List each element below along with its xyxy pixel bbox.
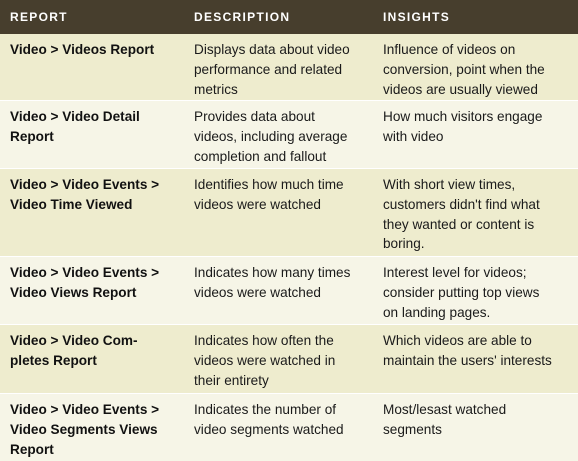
insights-line: Influence of videos on bbox=[383, 42, 516, 57]
description-line: Indicates how often the bbox=[194, 333, 334, 348]
report-line: Video Views Report bbox=[10, 284, 137, 300]
description-cell: Provides data about videos, including av… bbox=[184, 107, 373, 168]
insights-line: they wanted or content is bbox=[383, 216, 535, 232]
header-report: REPORT bbox=[10, 10, 68, 24]
report-line: Video > Videos Report bbox=[10, 42, 155, 57]
description-line: Indicates the number of bbox=[194, 402, 337, 417]
insights-cell: Which videos are able to maintain the us… bbox=[373, 331, 578, 393]
description-line: Displays data about video bbox=[194, 42, 350, 57]
report-line: Video Segments Views bbox=[10, 421, 158, 437]
insights-line: Which videos are able to bbox=[383, 333, 532, 348]
insights-line: conversion, point when the bbox=[383, 61, 545, 77]
insights-line: with video bbox=[383, 128, 444, 144]
insights-cell: Influence of videos on conversion, point… bbox=[373, 40, 578, 100]
description-line: Indicates how many times bbox=[194, 265, 351, 280]
table-row: Video > Video Com- pletes Report Indicat… bbox=[0, 325, 578, 394]
insights-line: maintain the users' interests bbox=[383, 352, 552, 368]
report-line: Video > Video Detail bbox=[10, 109, 140, 124]
report-line: Report bbox=[10, 128, 54, 144]
insights-cell: Most/lesast watched segments bbox=[373, 400, 578, 461]
report-line: Report bbox=[10, 441, 54, 457]
description-cell: Displays data about video performance an… bbox=[184, 40, 373, 100]
description-line: completion and fallout bbox=[194, 148, 327, 164]
description-line: metrics bbox=[194, 81, 238, 97]
report-line: pletes Report bbox=[10, 352, 97, 368]
insights-line: Interest level for videos; bbox=[383, 265, 527, 280]
description-line: videos were watched bbox=[194, 284, 321, 300]
table-header: REPORT DESCRIPTION INSIGHTS bbox=[0, 0, 578, 34]
header-insights: INSIGHTS bbox=[383, 10, 451, 24]
insights-cell: How much visitors engage with video bbox=[373, 107, 578, 168]
table-row: Video > Video Events > Video Segments Vi… bbox=[0, 394, 578, 461]
description-line: video segments watched bbox=[194, 421, 344, 437]
description-cell: Indicates how often the videos were watc… bbox=[184, 331, 373, 393]
insights-cell: With short view times, customers didn't … bbox=[373, 175, 578, 256]
insights-line: segments bbox=[383, 421, 442, 437]
header-description: DESCRIPTION bbox=[194, 10, 291, 24]
report-line: Video > Video Events > bbox=[10, 265, 160, 280]
report-line: Video Time Viewed bbox=[10, 196, 133, 212]
insights-line: consider putting top views bbox=[383, 284, 540, 300]
description-line: Identifies how much time bbox=[194, 177, 344, 192]
description-line: Provides data about bbox=[194, 109, 315, 124]
report-line: Video > Video Com- bbox=[10, 333, 138, 348]
report-cell: Video > Video Events > Video Time Viewed bbox=[0, 175, 184, 256]
report-cell: Video > Videos Report bbox=[0, 40, 184, 100]
table-row: Video > Video Events > Video Views Repor… bbox=[0, 257, 578, 325]
description-line: their entirety bbox=[194, 372, 269, 388]
insights-line: Most/lesast watched bbox=[383, 402, 507, 417]
insights-line: on landing pages. bbox=[383, 304, 491, 320]
report-line: Video > Video Events > bbox=[10, 177, 160, 192]
insights-line: customers didn't find what bbox=[383, 196, 540, 212]
report-cell: Video > Video Events > Video Views Repor… bbox=[0, 263, 184, 324]
description-line: videos were watched in bbox=[194, 352, 336, 368]
insights-line: With short view times, bbox=[383, 177, 516, 192]
insights-line: boring. bbox=[383, 236, 425, 252]
insights-line: How much visitors engage bbox=[383, 109, 543, 124]
description-line: performance and related bbox=[194, 61, 343, 77]
description-line: videos were watched bbox=[194, 196, 321, 212]
table-row: Video > Video Detail Report Provides dat… bbox=[0, 101, 578, 169]
description-cell: Indicates the number of video segments w… bbox=[184, 400, 373, 461]
table-row: Video > Video Events > Video Time Viewed… bbox=[0, 169, 578, 257]
report-line: Video > Video Events > bbox=[10, 402, 160, 417]
description-line: videos, including average bbox=[194, 128, 348, 144]
table-row: Video > Videos Report Displays data abou… bbox=[0, 34, 578, 101]
insights-line: videos are usually viewed bbox=[383, 81, 538, 97]
description-cell: Indicates how many times videos were wat… bbox=[184, 263, 373, 324]
description-cell: Identifies how much time videos were wat… bbox=[184, 175, 373, 256]
insights-cell: Interest level for videos; consider putt… bbox=[373, 263, 578, 324]
report-cell: Video > Video Detail Report bbox=[0, 107, 184, 168]
report-cell: Video > Video Com- pletes Report bbox=[0, 331, 184, 393]
report-cell: Video > Video Events > Video Segments Vi… bbox=[0, 400, 184, 461]
